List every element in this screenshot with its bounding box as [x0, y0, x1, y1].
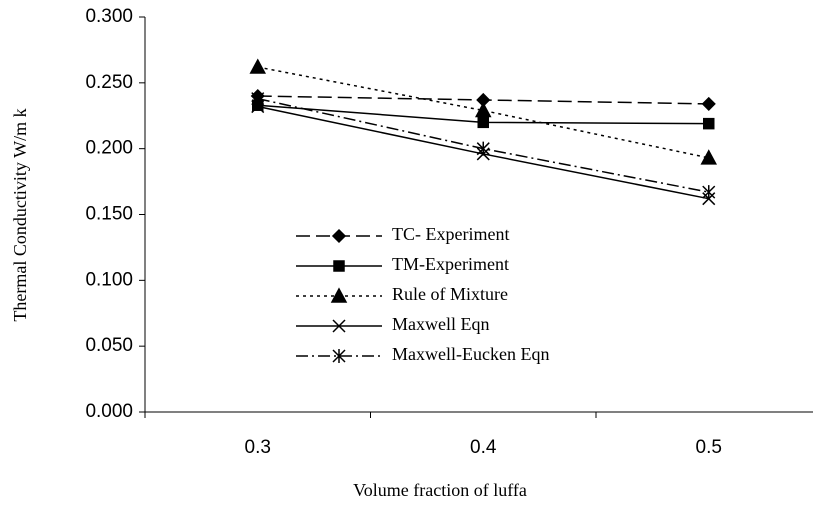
y-tick-label: 0.000: [85, 401, 133, 422]
legend-label: Maxwell-Eucken Eqn: [392, 344, 549, 364]
data-point: [249, 58, 267, 74]
y-tick-label: 0.200: [85, 138, 133, 159]
legend-marker: [330, 287, 348, 303]
y-axis-label: Thermal Conductivity W/m k: [10, 108, 30, 321]
legend-label: Maxwell Eqn: [392, 314, 489, 334]
x-axis-label: Volume fraction of luffa: [353, 480, 527, 500]
y-tick-label: 0.100: [85, 269, 133, 290]
legend-label: Rule of Mixture: [392, 284, 508, 304]
data-point: [701, 96, 716, 111]
legend-marker: [333, 260, 345, 272]
data-point: [477, 116, 489, 129]
y-tick-label: 0.300: [85, 6, 133, 27]
data-point: [251, 91, 265, 106]
y-tick-label: 0.050: [85, 335, 133, 356]
y-tick-label: 0.150: [85, 204, 133, 225]
legend-marker: [332, 319, 346, 333]
x-tick-label: 0.3: [245, 437, 271, 458]
legend-marker: [332, 349, 346, 363]
data-point: [703, 117, 715, 130]
data-point: [702, 185, 716, 200]
data-point: [474, 101, 492, 118]
x-tick-label: 0.5: [696, 437, 722, 458]
data-point: [476, 141, 490, 156]
legend-label: TC- Experiment: [392, 224, 509, 244]
data-point: [700, 149, 718, 165]
y-tick-label: 0.250: [85, 72, 133, 93]
legend-marker: [331, 228, 347, 244]
x-tick-label: 0.4: [470, 437, 497, 458]
legend-label: TM-Experiment: [392, 254, 509, 274]
